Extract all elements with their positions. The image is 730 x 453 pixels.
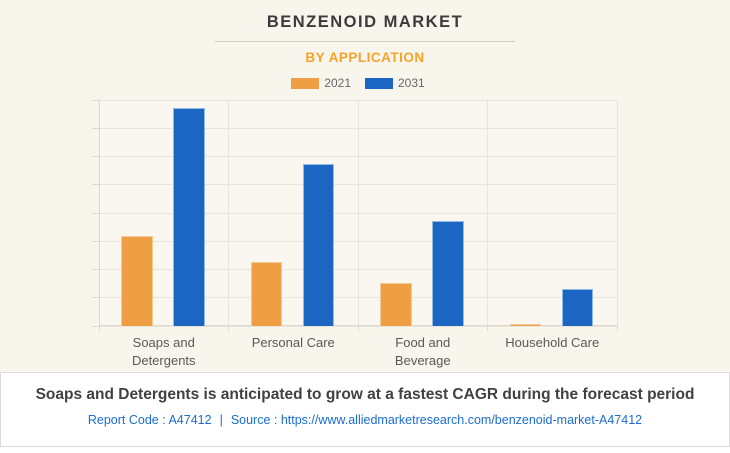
footer-headline: Soaps and Detergents is anticipated to g… [35, 386, 695, 403]
bar-group-personal-care [229, 100, 359, 326]
legend: 2021 2031 [99, 76, 617, 90]
x-axis-tick [487, 326, 488, 331]
legend-label: 2021 [324, 76, 351, 90]
y-axis-tick [92, 184, 99, 186]
bar-2031-household-care[interactable] [561, 288, 594, 326]
legend-swatch-icon [291, 77, 320, 89]
y-axis-tick [92, 297, 99, 299]
page-title: BENZENOID MARKET [266, 13, 464, 31]
x-axis-label-household-care: Household Care [505, 335, 600, 350]
legend-swatch-icon [365, 77, 393, 89]
bar-2021-personal-care[interactable] [250, 261, 283, 326]
chart-section: BENZENOID MARKET BY APPLICATION 2021 2031… [0, 0, 730, 372]
bar-2021-food-and-beverage[interactable] [380, 283, 412, 326]
y-axis-line [99, 100, 100, 326]
chart-subtitle: BY APPLICATION [305, 50, 425, 65]
bar-2031-personal-care[interactable] [302, 164, 335, 326]
x-axis-labels: Soaps and Detergents Personal Care Food an… [99, 334, 617, 370]
y-axis-tick [92, 127, 99, 129]
x-axis-label-soaps-and-detergents: Soaps and Detergents [131, 335, 196, 369]
bar-2021-soaps-and-detergents[interactable] [121, 235, 153, 326]
x-axis-label-personal-care: Personal Care [251, 335, 335, 350]
y-axis-tick [92, 99, 99, 101]
legend-label: 2031 [398, 76, 425, 90]
x-axis-line [99, 325, 617, 326]
x-axis-label-food-and-beverage: Food and Beverage [394, 335, 451, 369]
bar-group-soaps-and-detergents [99, 100, 229, 326]
source-link[interactable]: Source : https://www.alliedmarketresearc… [230, 413, 643, 427]
bar-group-food-and-beverage [358, 100, 488, 326]
y-axis-tick [92, 269, 99, 270]
x-axis-tick [228, 326, 229, 331]
bar-group-household-care [488, 100, 618, 326]
plot-area [92, 99, 618, 331]
gridline [616, 100, 618, 326]
x-axis-tick [98, 326, 100, 331]
y-axis-tick [92, 156, 99, 157]
y-axis-tick [92, 212, 99, 214]
footer-source-line: Report Code : A47412 | Source : https://… [1, 413, 729, 427]
legend-item-2031[interactable]: 2031 [365, 76, 425, 90]
gridline [487, 100, 488, 326]
x-axis-tick [357, 326, 359, 331]
bar-2031-soaps-and-detergents[interactable] [173, 107, 205, 326]
bar-2031-food-and-beverage[interactable] [432, 220, 464, 326]
x-axis-tick [616, 326, 618, 331]
footer: Soaps and Detergents is anticipated to g… [0, 372, 730, 447]
report-code: Report Code : A47412 [87, 413, 212, 427]
gridline [228, 100, 229, 326]
title-divider [215, 41, 515, 42]
y-axis-tick [92, 325, 99, 327]
legend-item-2021[interactable]: 2021 [291, 76, 351, 90]
separator: | [219, 413, 223, 427]
x-label-cell: Food and Beverage [358, 334, 488, 370]
gridline [357, 100, 359, 326]
y-axis-tick [92, 240, 99, 242]
x-label-cell: Soaps and Detergents [99, 334, 229, 370]
x-label-cell: Personal Care [229, 334, 359, 370]
x-label-cell: Household Care [488, 334, 618, 370]
bar-2021-household-care[interactable] [509, 323, 542, 326]
